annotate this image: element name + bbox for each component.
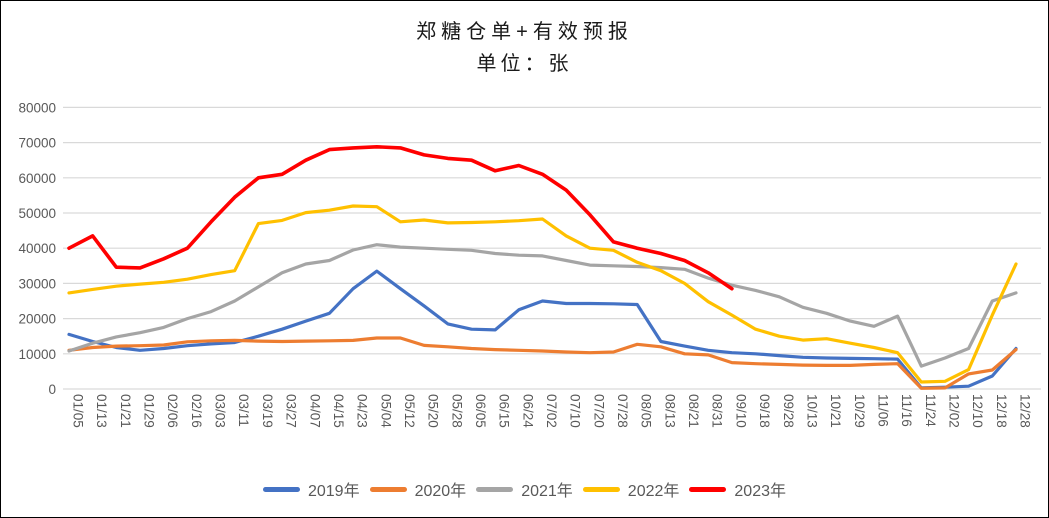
legend-swatch-2020年 — [369, 486, 407, 492]
x-axis-label-10-13: 10/13 — [804, 394, 819, 428]
y-axis-label-60000: 60000 — [18, 171, 56, 186]
legend-label: 2021年 — [521, 483, 573, 500]
x-axis-label-05-12: 05/12 — [402, 394, 417, 428]
chart-title: 郑糖仓单+有效预报 — [416, 21, 633, 43]
chart-header: 郑糖仓单+有效预报 单位：张 — [1, 17, 1048, 79]
legend-item-2023年[interactable]: 2023年 — [689, 477, 786, 501]
x-axis-label-08-13: 08/13 — [662, 394, 677, 428]
legend-swatch-2023年 — [689, 486, 727, 492]
x-axis-label-07-02: 07/02 — [544, 394, 559, 428]
legend-item-2019年[interactable]: 2019年 — [262, 477, 360, 501]
x-axis-label-07-20: 07/20 — [591, 394, 606, 428]
series-line-2023年 — [67, 145, 734, 291]
y-axis-label-0: 0 — [48, 382, 56, 397]
x-axis-label-05-28: 05/28 — [449, 394, 464, 428]
x-axis-label-02-06: 02/06 — [165, 394, 180, 428]
x-axis-label-05-20: 05/20 — [426, 394, 441, 428]
x-axis-label-06-15: 06/15 — [497, 394, 512, 428]
y-axis-label-50000: 50000 — [18, 206, 56, 221]
legend-label: 2023年 — [734, 483, 787, 500]
legend-item-2021年[interactable]: 2021年 — [476, 477, 573, 501]
x-axis-label-05-04: 05/04 — [378, 394, 393, 428]
legend-item-2022年[interactable]: 2022年 — [582, 477, 680, 501]
x-axis-label-10-21: 10/21 — [828, 394, 843, 428]
legend-label: 2019年 — [307, 483, 360, 500]
x-axis-label-04-07: 04/07 — [307, 394, 322, 428]
x-axis-label-10-29: 10/29 — [852, 394, 867, 428]
x-axis-label-12-28: 12/28 — [1018, 394, 1033, 428]
chart-legend: 2019年 2020年 2021年 2022年 2023年 — [1, 477, 1048, 501]
series-line-2022年 — [67, 204, 1018, 384]
y-axis-label-30000: 30000 — [18, 276, 56, 291]
x-axis-label-03-19: 03/19 — [260, 394, 275, 428]
x-axis-label-04-15: 04/15 — [331, 394, 346, 428]
x-axis-label-08-21: 08/21 — [686, 394, 701, 428]
y-axis-label-80000: 80000 — [18, 100, 56, 115]
chart-subtitle: 单位：张 — [476, 53, 573, 75]
x-axis-label-11-06: 11/06 — [875, 394, 890, 427]
y-axis-label-70000: 70000 — [18, 136, 56, 151]
x-axis-label-12-18: 12/18 — [994, 394, 1009, 428]
legend-swatch-2019年 — [262, 486, 300, 492]
x-axis-label-01-29: 01/29 — [142, 394, 157, 428]
x-axis-label-08-05: 08/05 — [639, 394, 654, 428]
legend-swatch-2022年 — [582, 486, 620, 492]
legend-label: 2020年 — [414, 483, 467, 500]
x-axis-label-12-02: 12/02 — [946, 394, 961, 428]
x-axis-label-01-13: 01/13 — [94, 394, 109, 428]
x-axis-label-09-18: 09/18 — [757, 394, 772, 428]
x-axis-label-03-03: 03/03 — [213, 394, 228, 428]
x-axis-label-11-16: 11/16 — [899, 394, 914, 427]
series-line-2019年 — [67, 269, 1018, 390]
x-axis-label-08-31: 08/31 — [710, 394, 725, 428]
x-axis-label-07-28: 07/28 — [615, 394, 630, 428]
x-axis-label-07-10: 07/10 — [568, 394, 583, 428]
x-axis-label-03-27: 03/27 — [284, 394, 299, 428]
legend-label: 2022年 — [627, 483, 680, 500]
y-axis-label-10000: 10000 — [18, 347, 56, 362]
x-axis-label-04-23: 04/23 — [355, 394, 370, 428]
legend-swatch-2021年 — [476, 486, 514, 492]
x-axis-label-01-21: 01/21 — [118, 394, 133, 428]
x-axis-label-01-05: 01/05 — [71, 394, 86, 428]
x-axis-label-09-28: 09/28 — [781, 394, 796, 428]
legend-item-2020年[interactable]: 2020年 — [369, 477, 467, 501]
x-axis-label-12-10: 12/10 — [970, 394, 985, 428]
x-axis-label-02-16: 02/16 — [189, 394, 204, 428]
series-line-2021年 — [67, 243, 1018, 368]
y-axis-label-40000: 40000 — [18, 241, 56, 256]
x-axis-label-09-10: 09/10 — [733, 394, 748, 428]
x-axis-label-06-24: 06/24 — [520, 394, 535, 428]
x-axis-label-11-24: 11/24 — [923, 394, 938, 427]
x-axis-label-03-11: 03/11 — [236, 394, 251, 427]
series-line-2020年 — [67, 336, 1018, 390]
x-axis-label-06-05: 06/05 — [473, 394, 488, 428]
y-axis-label-20000: 20000 — [18, 312, 56, 327]
